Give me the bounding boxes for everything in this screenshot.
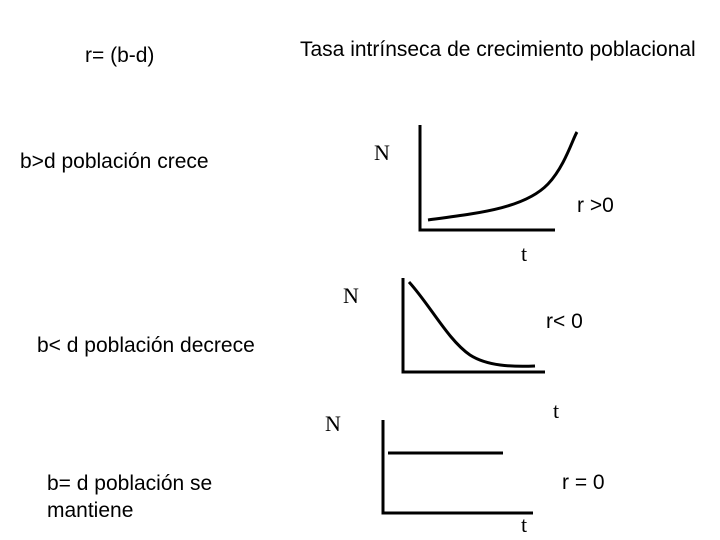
decline-curve <box>407 280 536 368</box>
decline-condition-label: b< d población decrece <box>37 334 255 357</box>
stable-graph: N r = 0 t <box>325 411 605 537</box>
stable-axes <box>381 420 533 515</box>
growth-x-label: t <box>521 241 527 266</box>
decline-r-label: r< 0 <box>546 310 583 333</box>
decline-y-label: N <box>343 283 359 308</box>
growth-graph: N r >0 t <box>374 125 614 266</box>
growth-curve <box>427 131 579 222</box>
decline-axes <box>401 278 545 374</box>
stable-r-label: r = 0 <box>562 471 605 494</box>
stable-condition-label: b= d población se mantiene <box>47 472 213 522</box>
growth-y-label: N <box>374 140 390 165</box>
growth-axes <box>418 125 555 232</box>
growth-condition-label: b>d población crece <box>20 150 209 173</box>
formula-text: r= (b-d) <box>85 44 155 67</box>
decline-x-label: t <box>553 398 559 423</box>
growth-r-label: r >0 <box>577 194 614 217</box>
slide-title: Tasa intrínseca de crecimiento poblacion… <box>300 38 696 61</box>
stable-y-label: N <box>325 411 341 436</box>
decline-graph: N r< 0 t <box>343 278 583 423</box>
stable-x-label: t <box>521 512 527 537</box>
